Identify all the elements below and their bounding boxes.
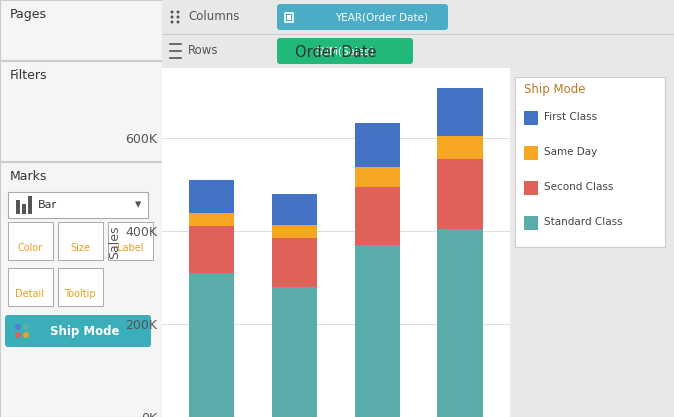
Circle shape: [177, 10, 179, 13]
Text: Size: Size: [70, 243, 90, 253]
Text: Pages: Pages: [10, 8, 47, 20]
Bar: [287, 15, 291, 20]
Bar: [272, 238, 317, 287]
Bar: [524, 216, 538, 230]
Bar: [189, 226, 235, 273]
Text: Tooltip: Tooltip: [64, 289, 96, 299]
Circle shape: [171, 15, 173, 18]
Bar: [8, 222, 53, 260]
Bar: [8, 192, 148, 218]
Bar: [28, 196, 32, 214]
Bar: [189, 180, 235, 213]
Text: Label: Label: [117, 243, 144, 253]
Bar: [0, 0, 162, 60]
Circle shape: [23, 324, 29, 330]
Text: Marks: Marks: [10, 169, 47, 183]
Text: Bar: Bar: [38, 200, 57, 210]
Text: Second Class: Second Class: [544, 182, 613, 192]
Text: Ship Mode: Ship Mode: [51, 324, 120, 337]
Bar: [355, 187, 400, 245]
Circle shape: [177, 15, 179, 18]
Text: Filters: Filters: [10, 68, 47, 81]
Bar: [0, 61, 162, 161]
Bar: [437, 136, 483, 159]
Text: ▾: ▾: [135, 198, 141, 211]
Text: Columns: Columns: [188, 10, 239, 23]
Bar: [272, 193, 317, 225]
Bar: [189, 273, 235, 417]
Text: YEAR(Order Date): YEAR(Order Date): [336, 12, 429, 22]
Bar: [272, 225, 317, 238]
Bar: [58, 268, 103, 306]
Bar: [437, 229, 483, 417]
Bar: [0, 162, 162, 417]
Circle shape: [171, 20, 173, 23]
Bar: [515, 77, 665, 247]
Text: Ship Mode: Ship Mode: [524, 83, 586, 96]
Bar: [272, 287, 317, 417]
Bar: [437, 159, 483, 229]
Bar: [108, 222, 153, 260]
Text: First Class: First Class: [544, 112, 597, 122]
Bar: [524, 146, 538, 160]
Circle shape: [15, 332, 21, 338]
Bar: [524, 111, 538, 125]
Bar: [58, 222, 103, 260]
FancyBboxPatch shape: [5, 315, 151, 347]
Y-axis label: Sales: Sales: [108, 226, 121, 259]
Circle shape: [23, 332, 29, 338]
Bar: [355, 245, 400, 417]
Bar: [285, 13, 293, 22]
Text: Rows: Rows: [188, 45, 218, 58]
Bar: [355, 167, 400, 187]
Circle shape: [15, 324, 21, 330]
Circle shape: [177, 20, 179, 23]
FancyBboxPatch shape: [277, 4, 448, 30]
FancyBboxPatch shape: [277, 38, 413, 64]
Text: Color: Color: [18, 243, 42, 253]
Text: Same Day: Same Day: [544, 147, 597, 157]
Bar: [16, 200, 20, 214]
Bar: [189, 213, 235, 226]
Bar: [355, 123, 400, 167]
Text: Standard Class: Standard Class: [544, 217, 623, 227]
Bar: [8, 268, 53, 306]
Text: SUM(Sales): SUM(Sales): [315, 46, 375, 56]
Bar: [22, 204, 26, 214]
Bar: [524, 181, 538, 195]
Title: Order Date: Order Date: [295, 45, 377, 60]
Text: Detail: Detail: [16, 289, 44, 299]
Bar: [437, 88, 483, 136]
Circle shape: [171, 10, 173, 13]
